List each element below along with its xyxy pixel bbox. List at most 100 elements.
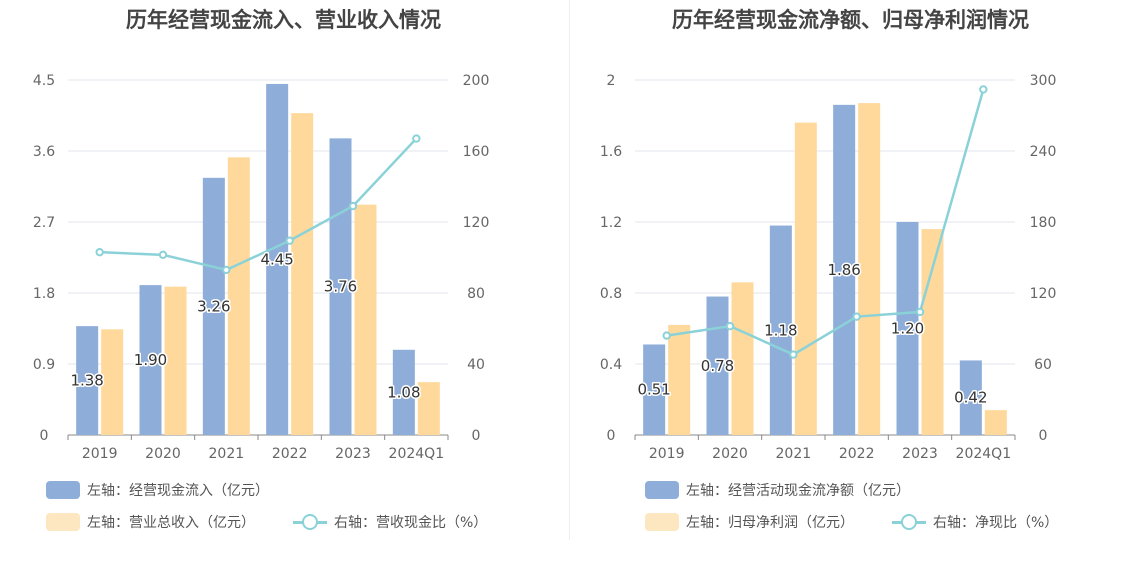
line-point — [725, 321, 735, 331]
bar — [266, 83, 289, 435]
bar — [896, 222, 919, 435]
bar — [794, 122, 817, 435]
line-point — [412, 134, 421, 143]
legend-item-net-profit[interactable]: 左轴：归母净利润（亿元） — [645, 512, 854, 532]
left-axis-tick-label: 1.8 — [33, 286, 55, 302]
legend-item-net-cash-ratio[interactable]: 右轴：净现比（%） — [892, 512, 1058, 532]
line-point — [979, 85, 988, 94]
bar — [959, 360, 982, 435]
data-label: 1.90 — [134, 351, 167, 369]
left-axis-tick-label: 0.8 — [600, 286, 622, 302]
x-axis-tick-label: 2021 — [776, 446, 812, 462]
legend-label: 左轴：经营活动现金流净额（亿元） — [686, 483, 910, 499]
data-label: 3.76 — [324, 278, 357, 296]
legend-item-net-cash-flow[interactable]: 左轴：经营活动现金流净额（亿元） — [645, 480, 910, 500]
right-axis-tick-label: 120 — [463, 215, 490, 231]
bar — [643, 344, 666, 435]
x-axis-tick-label: 2022 — [272, 446, 308, 462]
left-axis-tick-label: 0 — [40, 428, 49, 444]
x-axis-tick-label: 2021 — [209, 446, 245, 462]
left-axis-tick-label: 0 — [607, 428, 616, 444]
legend-label: 左轴：营业总收入（亿元） — [87, 515, 255, 531]
legend-swatch — [645, 513, 679, 531]
data-label: 4.45 — [260, 250, 293, 268]
data-label: 0.42 — [954, 389, 987, 407]
bar — [769, 225, 792, 435]
left-chart-panel: 历年经营现金流入、营业收入情况 0 0.9 1.8 2.7 3.6 4.5 0 40 80 120… — [33, 8, 490, 532]
legend-item-revenue[interactable]: 左轴：营业总收入（亿元） — [46, 512, 255, 532]
legend-line-icon — [293, 513, 327, 531]
line-point — [285, 236, 294, 245]
right-axis-tick-label: 240 — [1030, 144, 1057, 160]
left-axis-tick-label: 1.6 — [600, 144, 622, 160]
cash-inflow-revenue-chart: 0 0.9 1.8 2.7 3.6 4.5 0 40 80 120 160 200 2019 2020 20… — [33, 73, 490, 462]
right-axis-tick-label: 60 — [1034, 357, 1052, 373]
right-axis-tick-label: 160 — [463, 144, 490, 160]
data-label: 1.38 — [70, 372, 103, 390]
line-point — [95, 247, 104, 257]
right-axis-tick-label: 0 — [1039, 428, 1048, 444]
line-point — [158, 250, 168, 260]
x-axis-tick-label: 2019 — [82, 446, 118, 462]
bar — [202, 177, 225, 436]
data-label: 3.26 — [197, 297, 230, 315]
line-point — [852, 312, 861, 321]
right-axis-tick-label: 200 — [463, 73, 490, 89]
bar — [984, 410, 1007, 435]
legend-label: 右轴：净现比（%） — [933, 515, 1059, 531]
line-point — [222, 265, 231, 275]
right-axis-tick-label: 40 — [467, 357, 485, 373]
series-line — [99, 137, 418, 272]
legend-item-cash-ratio[interactable]: 右轴：营收现金比（%） — [293, 512, 487, 532]
x-axis-tick-label: 2022 — [839, 446, 875, 462]
left-axis-tick-label: 1.2 — [600, 215, 622, 231]
legend-swatch — [46, 513, 80, 531]
data-label: 0.78 — [701, 357, 734, 375]
legend-label: 右轴：营收现金比（%） — [334, 515, 488, 531]
right-chart-panel: 历年经营现金流净额、归母净利润情况 0 0.4 0.8 1.2 1.6 2 0 60 120 18… — [567, 0, 1134, 582]
legend-item-cash-inflow[interactable]: 左轴：经营现金流入（亿元） — [46, 480, 269, 500]
legend-swatch — [645, 481, 679, 499]
bar — [833, 104, 856, 435]
chart-title: 历年经营现金流入、营业收入情况 — [126, 8, 441, 32]
right-axis-tick-label: 80 — [467, 286, 485, 302]
data-label: 0.51 — [637, 381, 670, 399]
right-axis-tick-label: 120 — [1030, 286, 1057, 302]
x-axis-tick-label: 2023 — [335, 446, 371, 462]
line-point — [662, 331, 671, 340]
x-axis-tick-label: 2019 — [649, 446, 685, 462]
bar — [392, 349, 415, 435]
bar — [417, 382, 440, 435]
x-axis-tick-label: 2024Q1 — [956, 446, 1012, 462]
chart-title: 历年经营现金流净额、归母净利润情况 — [672, 8, 1029, 32]
left-axis-tick-label: 0.4 — [600, 357, 622, 373]
bar — [291, 113, 314, 435]
line-point — [348, 201, 358, 211]
left-axis-tick-label: 3.6 — [33, 144, 55, 160]
bar — [227, 157, 250, 436]
x-axis-tick-label: 2023 — [902, 446, 938, 462]
bar — [921, 229, 944, 435]
data-label: 1.08 — [387, 383, 420, 401]
bar — [858, 103, 881, 435]
line-point — [915, 307, 925, 317]
x-axis-tick-label: 2020 — [145, 446, 181, 462]
bar — [706, 296, 729, 435]
right-axis-tick-label: 180 — [1030, 215, 1057, 231]
data-label: 1.20 — [891, 320, 924, 338]
left-axis-tick-label: 2.7 — [33, 215, 55, 231]
left-axis-tick-label: 0.9 — [33, 357, 55, 373]
left-axis-tick-label: 4.5 — [33, 73, 55, 89]
line-point — [789, 350, 798, 359]
net-cash-flow-profit-chart: 0 0.4 0.8 1.2 1.6 2 0 60 120 180 240 300 2019 2020 202… — [600, 73, 1057, 462]
left-axis-tick-label: 2 — [607, 73, 616, 89]
data-label: 1.86 — [827, 261, 860, 279]
right-axis-tick-label: 300 — [1030, 73, 1057, 89]
legend-swatch — [46, 481, 80, 499]
panel-divider — [569, 0, 570, 540]
legend-label: 左轴：经营现金流入（亿元） — [87, 483, 269, 499]
x-axis-tick-label: 2024Q1 — [389, 446, 445, 462]
legend-line-icon — [892, 513, 926, 531]
right-axis-tick-label: 0 — [472, 428, 481, 444]
bar — [139, 285, 162, 435]
